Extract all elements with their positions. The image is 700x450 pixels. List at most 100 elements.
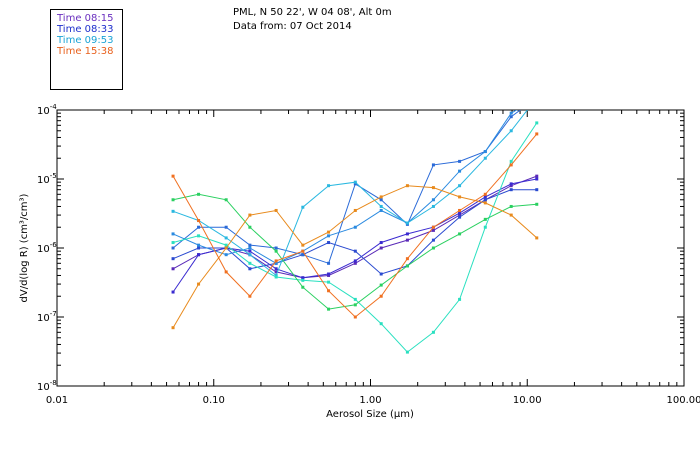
series-8	[171, 192, 539, 311]
data-point	[458, 208, 462, 212]
data-point	[224, 253, 228, 257]
y-axis-label: dV/d(log R) (cm³/cm³)	[19, 193, 30, 302]
x-axis-label: Aerosol Size (μm)	[326, 409, 414, 420]
data-point	[327, 261, 331, 265]
y-tick-label: 10-7	[37, 310, 57, 324]
series-layer	[171, 96, 539, 354]
data-point	[274, 246, 278, 250]
data-point	[274, 261, 278, 265]
data-point	[197, 219, 201, 223]
data-point	[327, 280, 331, 284]
data-point	[353, 261, 357, 265]
series-line	[172, 185, 538, 328]
data-point	[379, 204, 383, 208]
data-point	[535, 96, 538, 99]
data-point	[248, 294, 252, 298]
data-point	[224, 246, 228, 250]
data-point	[379, 208, 383, 212]
data-point	[405, 238, 409, 242]
data-point	[171, 198, 175, 202]
data-point	[248, 253, 252, 257]
data-point	[171, 209, 175, 213]
data-point	[431, 163, 435, 167]
data-point	[248, 246, 252, 250]
data-point	[353, 297, 357, 301]
x-tick-label: 10.00	[513, 395, 542, 406]
data-point	[458, 213, 462, 217]
data-point	[327, 234, 331, 238]
data-point	[353, 259, 357, 263]
data-point	[171, 257, 175, 261]
data-point	[535, 236, 539, 240]
data-point	[431, 228, 435, 232]
data-point	[274, 267, 278, 271]
data-point	[248, 225, 252, 229]
data-point	[353, 303, 357, 307]
data-point	[197, 243, 201, 247]
data-point	[171, 267, 175, 271]
data-point	[405, 184, 409, 188]
legend-item-1538: Time 15:38	[57, 46, 114, 57]
data-point	[379, 283, 383, 287]
series-4	[171, 110, 522, 265]
data-point	[197, 282, 201, 286]
data-point	[224, 198, 228, 202]
location-text: PML, N 50 22', W 04 08', Alt 0m	[233, 7, 392, 18]
data-point	[535, 202, 539, 206]
y-tick-label: 10-6	[37, 241, 57, 255]
date-text: Data from: 07 Oct 2014	[233, 21, 352, 32]
y-tick-label: 10-5	[37, 172, 57, 186]
data-point	[171, 290, 175, 294]
data-point	[379, 294, 383, 298]
series-10	[171, 132, 539, 319]
data-point	[301, 205, 305, 209]
data-point	[224, 225, 228, 229]
x-tick-label: 100.00	[667, 395, 700, 406]
data-point	[327, 230, 331, 234]
data-point	[431, 246, 435, 250]
data-point	[405, 264, 409, 268]
data-point	[379, 198, 383, 202]
data-point	[458, 169, 462, 173]
y-tick-label: 10-8	[37, 379, 57, 393]
data-point	[509, 182, 513, 186]
data-point	[301, 278, 305, 282]
data-point	[353, 182, 357, 186]
legend: Time 08:15 Time 08:33 Time 09:53 Time 15…	[50, 9, 123, 90]
data-point	[458, 211, 462, 215]
data-point	[274, 273, 278, 277]
data-point	[405, 350, 409, 354]
data-point	[458, 297, 462, 301]
data-point	[171, 326, 175, 330]
plot-frame	[56, 109, 685, 387]
data-point	[483, 156, 487, 160]
data-point	[458, 195, 462, 199]
data-point	[535, 96, 538, 99]
data-point	[458, 184, 462, 188]
data-point	[301, 285, 305, 289]
data-point	[224, 236, 228, 240]
data-point	[224, 270, 228, 274]
data-point	[274, 275, 278, 279]
data-point	[431, 330, 435, 334]
data-point	[353, 249, 357, 253]
data-point	[171, 174, 175, 178]
data-point	[483, 192, 487, 196]
data-point	[197, 253, 201, 257]
data-point	[353, 225, 357, 229]
data-point	[197, 225, 201, 229]
data-point	[431, 186, 435, 190]
data-point	[509, 188, 513, 192]
data-point	[171, 232, 175, 236]
series-6	[171, 96, 538, 277]
data-point	[483, 201, 487, 205]
data-point	[171, 246, 175, 250]
data-point	[379, 246, 383, 250]
data-point	[248, 249, 252, 253]
x-tick-label: 0.01	[46, 395, 68, 406]
data-point	[458, 215, 462, 219]
data-point	[535, 132, 539, 136]
data-point	[431, 204, 435, 208]
data-point	[327, 241, 331, 245]
